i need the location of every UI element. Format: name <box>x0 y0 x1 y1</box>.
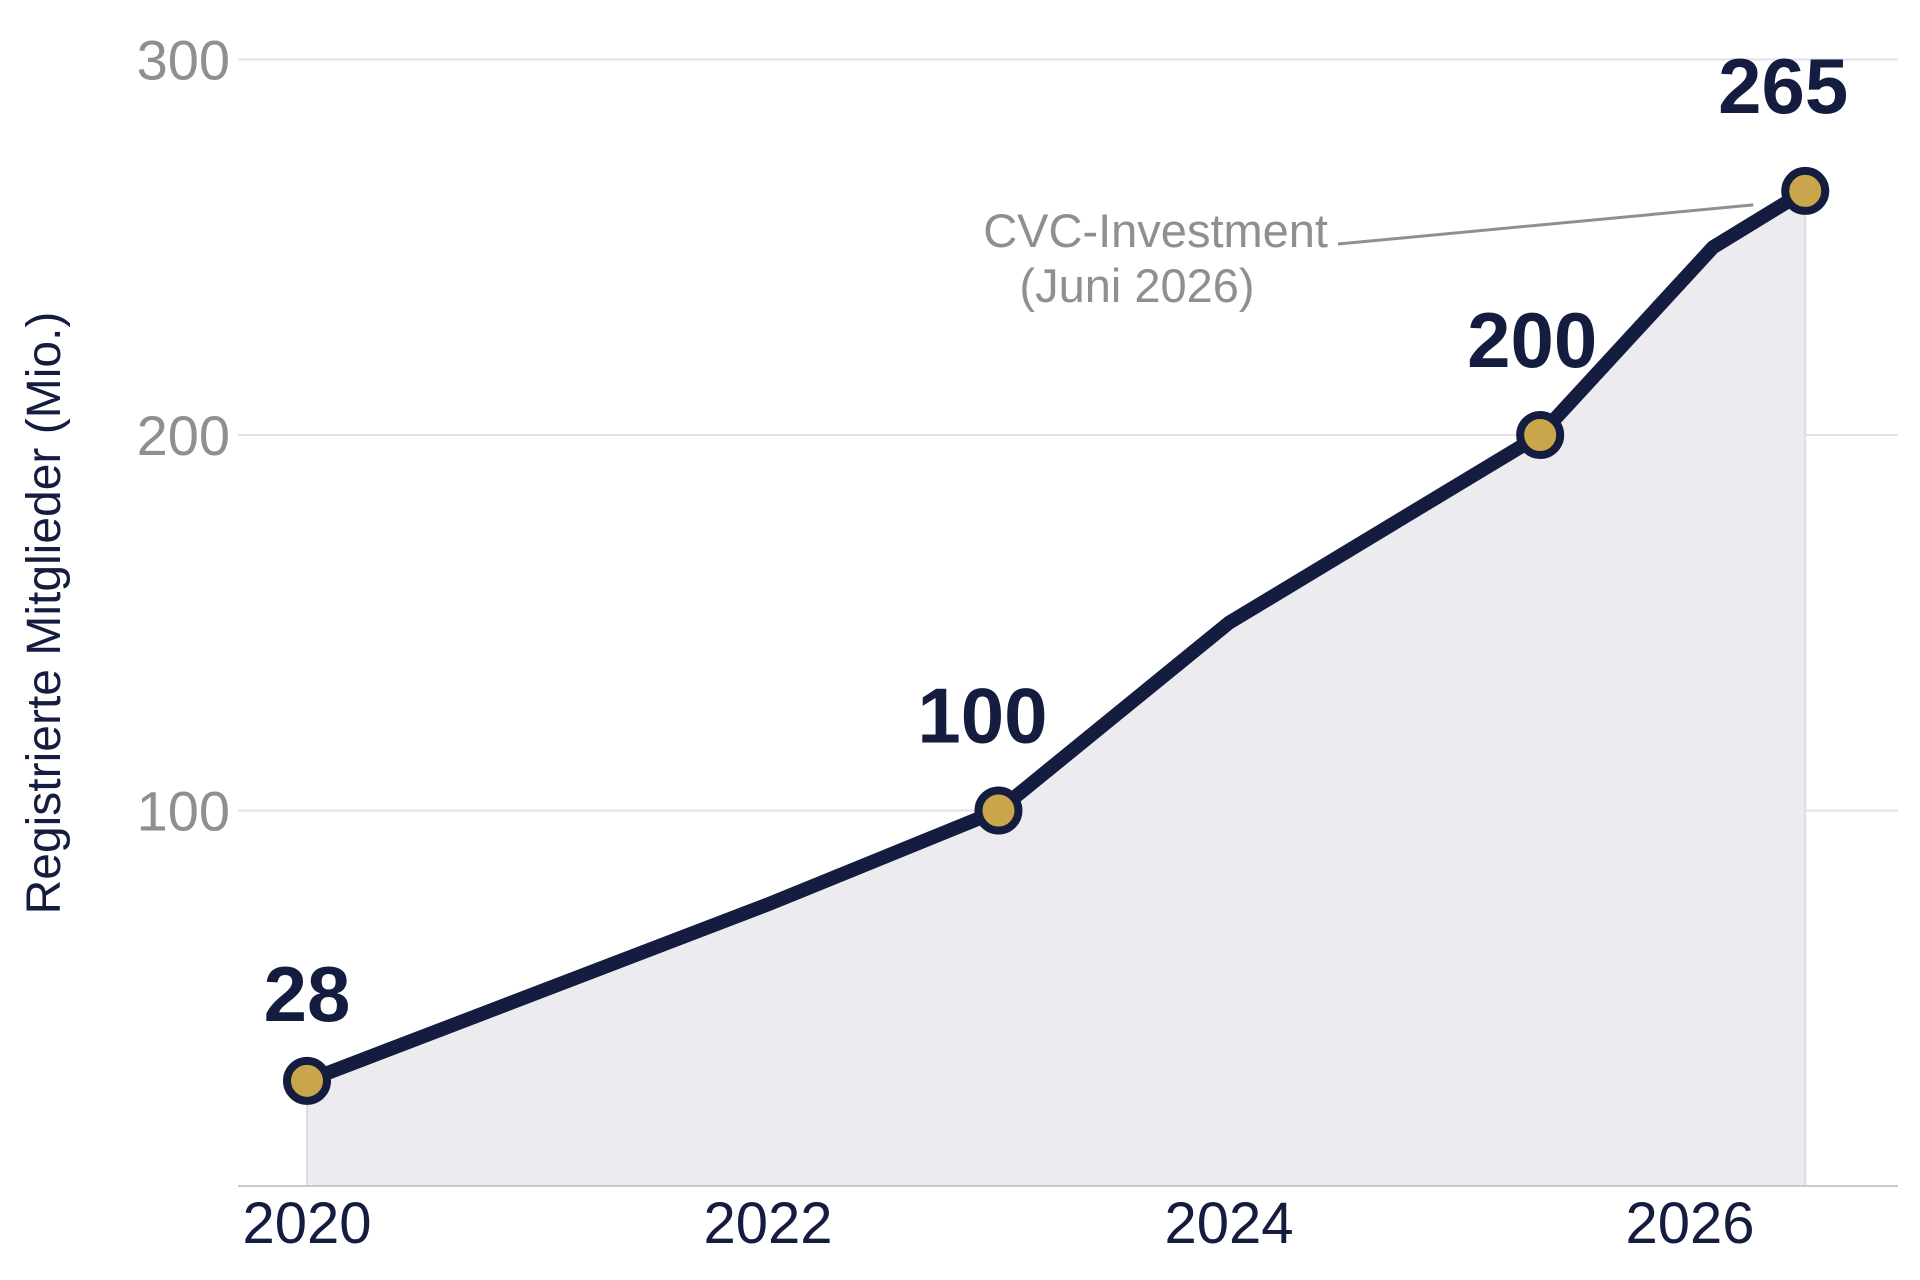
label-layer: 28 100 200 265 <box>264 42 1849 1038</box>
data-point-100 <box>974 786 1023 835</box>
x-tick-label-2022: 2022 <box>703 1191 832 1256</box>
area-fill <box>307 190 1806 1187</box>
x-tick-label-2026: 2026 <box>1625 1191 1754 1256</box>
x-tick-label-2024: 2024 <box>1164 1191 1293 1256</box>
y-tick-label-200: 200 <box>137 404 230 467</box>
line-layer <box>300 183 1813 1088</box>
data-label-200: 200 <box>1467 296 1597 384</box>
y-tick-label-100: 100 <box>137 780 230 843</box>
data-label-28: 28 <box>264 950 351 1038</box>
data-label-265: 265 <box>1718 42 1848 130</box>
y-axis-title: Registrierte Mitglieder (Mio.) <box>18 312 71 915</box>
x-tick-label-2020: 2020 <box>242 1191 371 1256</box>
data-point-265 <box>1781 166 1830 215</box>
annotation-leader-line <box>1337 203 1754 246</box>
annotation-line-1: CVC-Investment <box>983 204 1328 257</box>
series-line <box>300 183 1813 1088</box>
y-tick-label-300: 300 <box>137 29 230 92</box>
marker-layer <box>283 166 1830 1105</box>
data-point-200 <box>1516 411 1565 459</box>
axis-layer: 2020 2022 2024 2026 <box>238 1185 1898 1256</box>
annotation-layer: CVC-Investment(Juni 2026) <box>983 203 1754 312</box>
data-point-28 <box>283 1056 331 1105</box>
grid-layer: 100 200 300 <box>137 29 1898 843</box>
data-label-100: 100 <box>917 672 1047 760</box>
annotation-line-2: (Juni 2026) <box>1019 259 1254 312</box>
